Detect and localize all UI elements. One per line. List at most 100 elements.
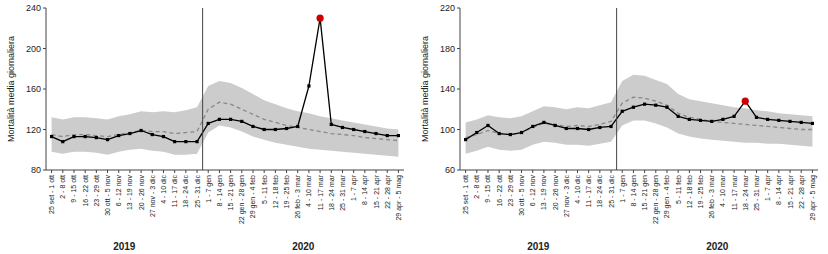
point-marker [509,133,512,136]
point-marker [677,115,680,118]
x-tick [543,170,544,173]
y-tick [43,8,46,9]
x-tick-label: 18 - 24 dic [596,175,603,208]
x-tick [96,170,97,173]
x-tick [331,170,332,173]
x-tick [208,170,209,173]
x-tick [599,170,600,173]
point-marker [475,131,478,134]
point-marker [565,127,568,130]
point-marker [632,106,635,109]
x-tick-label: 30 ott - 5 nov [104,175,111,216]
x-tick [801,170,802,173]
x-tick [622,170,623,173]
point-marker [766,118,769,121]
x-tick-label: 27 nov - 3 dic [563,175,570,218]
point-marker [352,128,355,131]
x-tick-label: 15 - 21 gen [227,175,235,211]
x-tick-label: 16 - 22 ott [82,175,89,207]
y-tick-label: 140 [440,84,455,94]
y-tick-label: 180 [440,44,455,54]
x-tick [510,170,511,173]
x-tick-label: 29 gen - 4 feb [663,175,671,218]
x-tick-label: 8 - 14 apr [775,174,783,205]
x-tick-label: 5 - 11 feb [261,175,268,204]
x-tick-label: 25 set - 1 ott [48,175,55,214]
y-tick-label: 220 [440,3,455,13]
x-tick [275,170,276,173]
x-tick [252,170,253,173]
y-tick [43,89,46,90]
x-tick-label: 23 - 29 ott [507,175,514,207]
point-marker [755,116,758,119]
point-marker [788,120,791,123]
y-axis-label: Mortalità media giornaliera [6,36,16,142]
x-tick [387,170,388,173]
panel: 201920206010014018022025 set - 1 ott2 - … [420,3,818,252]
point-marker [117,134,120,137]
x-tick-label: 11 - 17 mar [317,174,324,210]
point-marker [721,118,724,121]
x-tick [689,170,690,173]
point-marker [531,125,534,128]
point-marker [688,118,691,121]
x-tick [778,170,779,173]
x-tick [577,170,578,173]
x-tick [555,170,556,173]
x-tick [297,170,298,173]
y-tick-label: 100 [440,125,455,135]
y-tick [457,129,460,130]
point-marker [811,122,814,125]
point-marker [363,130,366,133]
marks [50,15,400,157]
point-marker [195,140,198,143]
mean-line [466,97,813,138]
x-tick [655,170,656,173]
y-tick [43,129,46,130]
x-tick-label: 4 - 10 mar [719,174,726,207]
point-marker [72,135,75,138]
x-tick-label: 12 - 18 feb [272,175,279,209]
figure: 201920208012016020024025 set - 1 ott2 - … [0,0,828,254]
y-tick [457,89,460,90]
y-tick-label: 200 [26,44,41,54]
point-marker [139,129,142,132]
x-tick-label: 25 - 31 dic [194,175,201,208]
x-tick-label: 26 feb - 3 mar [294,174,301,218]
x-tick-label: 19 - 25 feb [283,175,290,209]
x-tick-label: 1 - 7 gen [205,175,213,203]
x-tick-label: 6 - 12 nov [115,175,122,207]
x-tick-label: 19 - 25 feb [697,175,704,209]
x-tick-label: 1 - 7 apr [764,174,772,201]
x-tick-label: 25 - 31 dic [608,175,615,208]
marks [464,75,814,154]
point-marker [464,138,467,141]
x-tick-label: 22 gen - 28 gen [652,175,660,224]
point-marker [609,125,612,128]
x-tick [107,170,108,173]
x-tick-label: 8 - 14 gen [630,175,638,207]
point-marker [263,128,266,131]
mean-line [52,102,399,140]
point-marker [777,119,780,122]
x-tick-label: 15 - 21 apr [787,174,795,209]
x-tick [678,170,679,173]
x-tick [499,170,500,173]
x-axis-line [460,170,818,171]
point-marker [285,127,288,130]
group-label: 2020 [706,241,729,252]
x-tick [174,170,175,173]
group-divider [616,8,617,170]
x-tick [141,170,142,173]
x-tick-label: 16 - 22 ott [496,175,503,207]
point-marker [699,119,702,122]
x-tick [566,170,567,173]
x-tick-label: 22 - 28 apr [384,174,392,209]
x-tick [73,170,74,173]
point-marker [621,110,624,113]
x-tick [588,170,589,173]
x-tick-label: 1 - 7 apr [350,174,358,201]
x-tick [308,170,309,173]
x-tick-label: 6 - 12 nov [529,175,536,207]
x-tick [465,170,466,173]
